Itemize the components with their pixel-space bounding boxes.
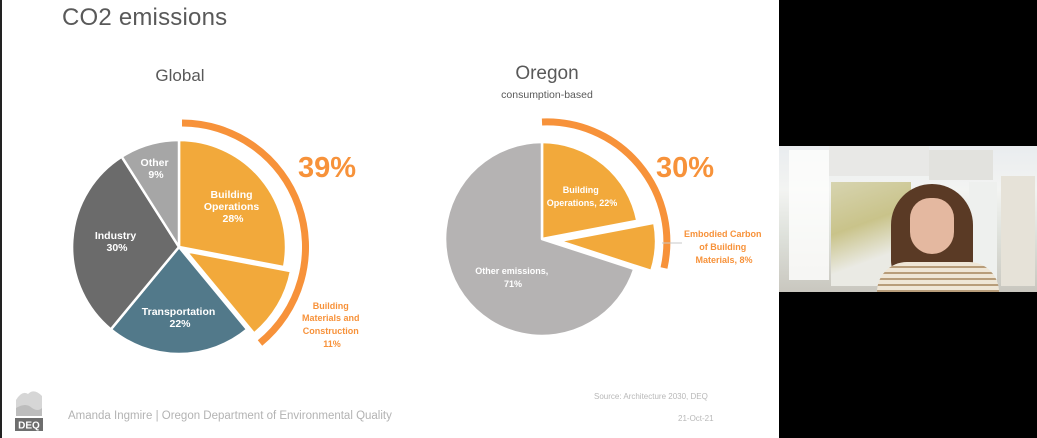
presentation-slide: CO2 emissions Global Oregon consumption-…	[0, 0, 779, 438]
global-slice-building-operations	[177, 138, 288, 269]
oregon-chart-subtitle: consumption-based	[501, 89, 593, 101]
oregon-slice-building-operations	[540, 140, 639, 241]
global-label-ops: Building Operations 28%	[204, 189, 262, 225]
oregon-chart-title: Oregon	[515, 63, 579, 84]
source-note: Source: Architecture 2030, DEQ	[594, 392, 708, 401]
global-chart-title: Global	[155, 66, 205, 85]
oregon-highlight-value: 30%	[656, 152, 714, 184]
slide-date: 21-Oct-21	[678, 414, 714, 423]
global-highlight-value: 39%	[298, 152, 356, 184]
oregon-highlight-arc	[541, 118, 671, 269]
global-label-other: Other 9%	[141, 157, 172, 181]
global-label-materials: Building Materials and Construction 11%	[302, 301, 362, 349]
presenter-video-tile[interactable]	[779, 146, 1037, 292]
oregon-slice-other	[443, 140, 636, 338]
oregon-label-embodied: Embodied Carbon of Building Materials, 8…	[684, 229, 764, 265]
oregon-label-ops: Building Operations, 22%	[547, 185, 618, 208]
global-label-industry: Industry 30%	[95, 230, 139, 254]
global-slice-other	[120, 138, 181, 249]
global-pie	[70, 138, 293, 356]
global-label-transport: Transportation 22%	[142, 306, 218, 330]
global-highlight-arc	[181, 119, 310, 346]
presenter-body	[877, 262, 999, 292]
presenter-footer: Amanda Ingmire | Oregon Department of En…	[68, 410, 392, 422]
oregon-slice-embodied-carbon	[557, 221, 658, 273]
deq-logo-text: DEQ	[18, 421, 40, 432]
slide-title: CO2 emissions	[62, 4, 228, 31]
global-slice-building-materials	[184, 249, 293, 335]
deq-logo: DEQ	[15, 391, 43, 432]
oregon-label-other: Other emissions, 71%	[475, 266, 551, 289]
pie-charts: 39% Building Operations 28% Transportati…	[70, 118, 764, 356]
global-slice-transportation	[109, 245, 249, 356]
presenter-face	[910, 198, 954, 254]
oregon-pie	[443, 140, 658, 338]
global-slice-industry	[70, 155, 181, 331]
